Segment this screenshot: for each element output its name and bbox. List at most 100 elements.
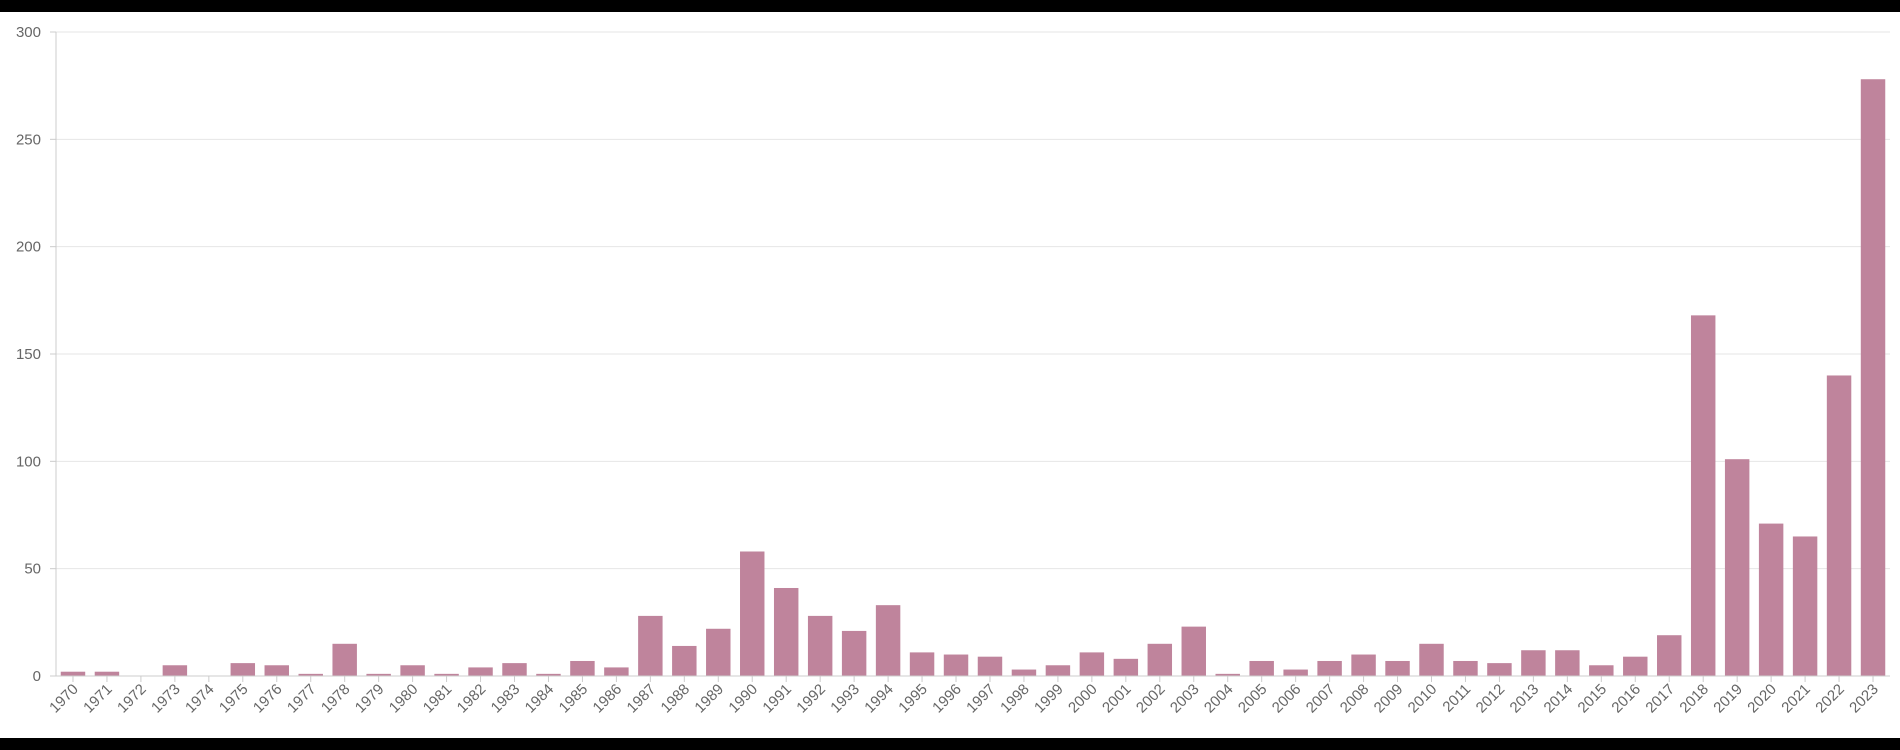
x-tick-label: 1993	[827, 681, 863, 717]
x-tick-label: 2013	[1507, 681, 1543, 717]
bar-1979[interactable]	[366, 673, 391, 676]
bar-2022[interactable]	[1826, 375, 1852, 676]
x-tick-label: 2019	[1710, 681, 1746, 717]
x-tick-label: 2002	[1133, 681, 1169, 717]
bar-1996[interactable]	[943, 654, 969, 676]
bar-2010[interactable]	[1419, 643, 1444, 676]
x-tick-label: 2007	[1303, 681, 1339, 717]
x-tick-label: 2004	[1201, 681, 1237, 717]
x-tick-label: 2018	[1676, 681, 1712, 717]
x-tick-label: 1981	[420, 681, 456, 717]
bar-2002[interactable]	[1147, 643, 1173, 676]
bar-1980[interactable]	[400, 665, 425, 676]
x-tick-label: 2008	[1337, 681, 1373, 717]
x-tick-label: 1987	[624, 681, 660, 717]
bar-2000[interactable]	[1079, 652, 1105, 676]
y-tick-label: 100	[16, 453, 41, 470]
bar-2020[interactable]	[1758, 523, 1784, 676]
bar-2006[interactable]	[1283, 669, 1308, 676]
bar-1998[interactable]	[1011, 669, 1037, 676]
bar-1975[interactable]	[230, 663, 256, 676]
x-tick-label: 1994	[861, 681, 897, 717]
bar-1990[interactable]	[740, 551, 765, 676]
bar-1987[interactable]	[638, 615, 663, 676]
x-tick-label: 2009	[1371, 681, 1407, 717]
bar-1970[interactable]	[60, 671, 86, 676]
x-tick-label: 1985	[556, 681, 592, 717]
bar-1971[interactable]	[94, 671, 120, 676]
x-tick-label: 1999	[1031, 681, 1067, 717]
bar-2011[interactable]	[1453, 660, 1478, 676]
x-tick-label: 2003	[1167, 681, 1203, 717]
bar-2003[interactable]	[1181, 626, 1206, 676]
bar-2016[interactable]	[1623, 656, 1648, 676]
x-tick-label: 2015	[1575, 681, 1611, 717]
bar-1981[interactable]	[434, 673, 459, 676]
bar-1988[interactable]	[672, 645, 697, 676]
x-tick-label: 1972	[114, 681, 150, 717]
bar-2018[interactable]	[1690, 315, 1716, 676]
x-tick-label: 2006	[1269, 681, 1305, 717]
x-tick-label: 1980	[386, 681, 422, 717]
bar-2007[interactable]	[1317, 660, 1342, 676]
bar-2008[interactable]	[1351, 654, 1376, 676]
x-tick-label: 1991	[759, 681, 795, 717]
x-tick-label: 1990	[725, 681, 761, 717]
bar-1997[interactable]	[977, 656, 1003, 676]
bar-2015[interactable]	[1589, 665, 1614, 676]
bar-1986[interactable]	[604, 667, 629, 676]
bar-1994[interactable]	[875, 605, 901, 676]
bar-1977[interactable]	[298, 673, 323, 676]
bar-2023[interactable]	[1860, 79, 1886, 676]
bar-2019[interactable]	[1724, 459, 1750, 676]
x-tick-label: 1988	[658, 681, 694, 717]
x-tick-label: 2020	[1744, 681, 1780, 717]
y-tick-label: 0	[33, 668, 41, 685]
bar-2021[interactable]	[1792, 536, 1818, 676]
x-tick-label: 1979	[352, 681, 388, 717]
x-tick-label: 1983	[488, 681, 524, 717]
x-tick-label: 1973	[148, 681, 184, 717]
bar-1984[interactable]	[536, 673, 561, 676]
bar-2004[interactable]	[1215, 673, 1240, 676]
bar-2013[interactable]	[1521, 650, 1546, 676]
x-tick-label: 1978	[318, 681, 354, 717]
bar-2017[interactable]	[1657, 635, 1682, 676]
x-tick-label: 1975	[216, 681, 252, 717]
bar-1991[interactable]	[773, 587, 799, 676]
x-axis: 1970197119721973197419751976197719781979…	[46, 675, 1890, 717]
x-tick-label: 1982	[454, 681, 490, 717]
x-tick-label: 2017	[1642, 681, 1678, 717]
bar-1995[interactable]	[909, 652, 935, 676]
bar-1999[interactable]	[1045, 665, 1071, 676]
bar-2012[interactable]	[1487, 663, 1512, 676]
y-tick-label: 150	[16, 346, 41, 363]
x-tick-label: 2010	[1405, 681, 1441, 717]
bar-1976[interactable]	[264, 665, 289, 676]
bar-1992[interactable]	[807, 615, 833, 676]
bars	[60, 79, 1886, 676]
x-tick-label: 1976	[250, 681, 286, 717]
y-tick-label: 300	[16, 24, 41, 41]
x-tick-label: 2023	[1846, 681, 1882, 717]
x-tick-label: 2011	[1439, 681, 1474, 716]
bar-2014[interactable]	[1555, 650, 1580, 676]
x-tick-label: 2014	[1541, 681, 1577, 717]
bar-2009[interactable]	[1385, 660, 1410, 676]
x-tick-label: 2012	[1473, 681, 1509, 717]
bar-2001[interactable]	[1113, 658, 1139, 676]
x-tick-label: 2000	[1065, 681, 1101, 717]
bar-1978[interactable]	[332, 643, 357, 676]
x-tick-label: 2016	[1608, 681, 1644, 717]
bar-1989[interactable]	[706, 628, 731, 676]
bar-1985[interactable]	[570, 660, 595, 676]
x-tick-label: 1996	[929, 681, 965, 717]
bar-1993[interactable]	[841, 630, 867, 676]
bar-1982[interactable]	[468, 667, 493, 676]
bar-2005[interactable]	[1249, 660, 1274, 676]
bar-1983[interactable]	[502, 663, 527, 676]
bar-1973[interactable]	[162, 665, 188, 676]
x-tick-label: 1974	[182, 681, 218, 717]
x-tick-label: 1998	[997, 681, 1033, 717]
